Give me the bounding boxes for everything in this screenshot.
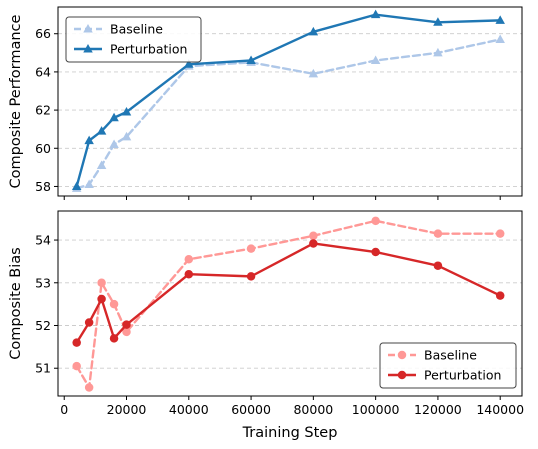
bias-point-baseline bbox=[122, 327, 131, 337]
bias-point-baseline bbox=[309, 231, 318, 241]
bias-point-perturbation bbox=[433, 261, 443, 270]
x-tick-label: 80000 bbox=[293, 402, 333, 417]
bias-panel: 51 52 53 54 0 20000 40000 60000 80000 100000 1200… bbox=[8, 210, 524, 441]
performance-series-perturbation bbox=[71, 9, 505, 190]
performance-point-perturbation bbox=[308, 26, 319, 36]
performance-point-baseline bbox=[433, 47, 443, 57]
performance-point-baseline bbox=[84, 179, 94, 189]
bias-point-perturbation bbox=[184, 269, 194, 279]
bias-point-perturbation bbox=[72, 338, 81, 347]
bias-point-baseline bbox=[84, 383, 94, 392]
y-tick-label: 66 bbox=[35, 26, 51, 41]
bias-legend: Baseline Perturbation bbox=[379, 342, 517, 389]
x-tick-label: 140000 bbox=[476, 402, 524, 417]
x-tick-label: 0 bbox=[60, 402, 68, 417]
bias-point-perturbation bbox=[97, 294, 106, 304]
performance-point-baseline bbox=[495, 34, 505, 43]
bias-axes-frame bbox=[57, 210, 523, 397]
performance-axes-frame bbox=[57, 6, 523, 197]
performance-point-perturbation bbox=[84, 135, 94, 145]
performance-point-baseline bbox=[109, 139, 119, 148]
bias-point-baseline bbox=[371, 216, 380, 226]
bias-point-baseline bbox=[495, 229, 505, 238]
bias-point-baseline bbox=[433, 229, 443, 238]
bias-line-perturbation bbox=[75, 242, 502, 344]
y-tick-label: 60 bbox=[35, 141, 51, 156]
bias-point-baseline bbox=[184, 255, 194, 264]
performance-y-axis-label: Composite Performance bbox=[8, 14, 24, 188]
y-tick-label: 64 bbox=[35, 64, 51, 79]
legend-marker bbox=[397, 350, 407, 360]
performance-point-baseline bbox=[308, 68, 319, 78]
performance-point-perturbation bbox=[71, 181, 82, 190]
performance-legend: Baseline Perturbation bbox=[65, 16, 202, 63]
y-tick-label: 62 bbox=[35, 103, 51, 118]
y-tick-label: 51 bbox=[35, 361, 51, 376]
bias-point-perturbation bbox=[84, 318, 94, 327]
performance-point-baseline bbox=[370, 55, 381, 64]
performance-series bbox=[71, 9, 505, 192]
performance-y-ticks: 58 60 62 64 66 bbox=[35, 26, 58, 194]
performance-point-perturbation bbox=[109, 112, 119, 122]
performance-point-perturbation bbox=[96, 126, 107, 135]
bias-series-baseline bbox=[72, 216, 505, 392]
y-tick-label: 58 bbox=[35, 179, 51, 194]
bias-series-perturbation bbox=[72, 239, 505, 347]
x-tick-label: 20000 bbox=[107, 402, 147, 417]
bias-y-ticks: 51 52 53 54 bbox=[35, 233, 58, 376]
bias-point-baseline bbox=[97, 278, 106, 288]
performance-point-perturbation bbox=[184, 59, 194, 68]
legend-marker bbox=[83, 44, 93, 53]
bias-point-baseline bbox=[109, 299, 119, 309]
bias-point-perturbation bbox=[109, 334, 119, 343]
bias-x-ticks: 0 20000 40000 60000 80000 100000 120000 140000 bbox=[60, 396, 524, 417]
x-tick-label: 40000 bbox=[169, 402, 209, 417]
legend-label: Baseline bbox=[110, 22, 163, 37]
performance-point-perturbation bbox=[495, 15, 505, 24]
legend-label: Perturbation bbox=[424, 368, 501, 383]
performance-panel: 58 60 62 64 66 Composite Performance Baselin… bbox=[8, 6, 523, 200]
performance-point-perturbation bbox=[433, 17, 443, 26]
legend-label: Perturbation bbox=[110, 42, 187, 57]
x-axis-label: Training Step bbox=[242, 425, 338, 441]
y-tick-label: 53 bbox=[35, 275, 51, 290]
y-tick-label: 54 bbox=[35, 233, 51, 248]
bias-y-axis-label: Composite Bias bbox=[8, 247, 24, 359]
bias-point-baseline bbox=[246, 244, 256, 253]
performance-point-perturbation bbox=[370, 9, 381, 19]
performance-point-perturbation bbox=[246, 55, 256, 64]
x-tick-label: 60000 bbox=[231, 402, 271, 417]
legend-marker bbox=[83, 24, 93, 33]
performance-x-ticks bbox=[63, 196, 501, 200]
bias-point-perturbation bbox=[309, 239, 318, 248]
performance-point-baseline bbox=[96, 160, 107, 169]
performance-point-baseline bbox=[121, 131, 132, 141]
legend-marker bbox=[397, 370, 407, 380]
x-tick-label: 100000 bbox=[352, 402, 400, 417]
bias-point-perturbation bbox=[371, 247, 380, 257]
bias-point-perturbation bbox=[246, 272, 256, 281]
bias-point-perturbation bbox=[122, 320, 131, 329]
performance-point-perturbation bbox=[121, 107, 132, 116]
x-tick-label: 120000 bbox=[414, 402, 462, 417]
y-tick-label: 52 bbox=[35, 318, 51, 333]
bias-point-baseline bbox=[72, 361, 81, 371]
legend-label: Baseline bbox=[424, 348, 477, 363]
bias-point-perturbation bbox=[495, 291, 505, 300]
bias-series bbox=[72, 216, 505, 392]
